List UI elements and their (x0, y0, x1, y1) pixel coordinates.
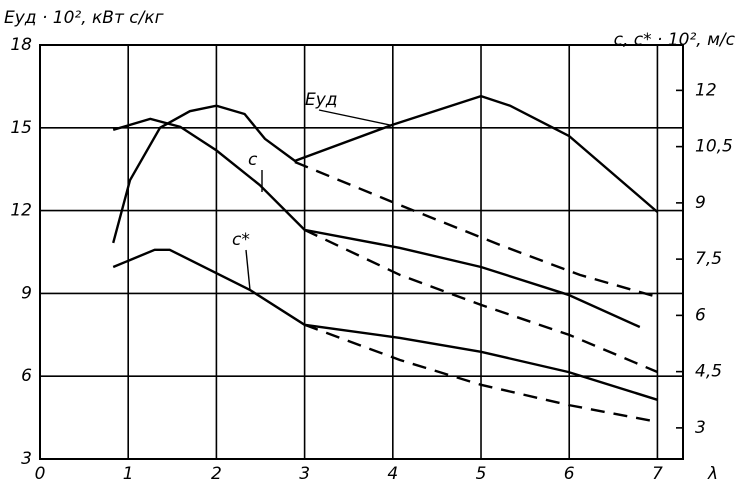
dashed-curve (304, 228, 658, 374)
x-axis-title: λ (707, 464, 718, 484)
dashed-curve (304, 323, 658, 424)
x-tick-label: 2 (211, 464, 222, 484)
curve-label: Eуд (305, 90, 338, 110)
x-tick-label: 6 (564, 464, 575, 484)
curve-label: c* (232, 230, 250, 250)
y2-tick-label: 4,5 (695, 362, 722, 382)
plot-frame (39, 44, 684, 460)
curve (112, 94, 659, 244)
leader-line (245, 249, 251, 291)
y2-tick-label: 6 (695, 305, 706, 325)
y-tick-label: 15 (10, 118, 32, 138)
x-tick-label: 7 (652, 464, 663, 484)
x-tick-label: 1 (123, 464, 134, 484)
y2-tick-label: 9 (695, 193, 706, 213)
y-tick-label: 3 (21, 449, 32, 469)
y-tick-label: 9 (21, 283, 32, 303)
y-tick-label: 12 (10, 201, 32, 221)
y-tick-label: 18 (10, 35, 32, 55)
curve-label: c (248, 150, 258, 170)
y2-tick-label: 12 (695, 80, 717, 100)
x-tick-label: 3 (299, 464, 310, 484)
y-axis-title: Eуд · 10², кВт с/кг (4, 8, 164, 28)
x-tick-label: 4 (387, 464, 398, 484)
y2-tick-label: 3 (695, 418, 706, 438)
leader-line (318, 109, 391, 126)
curve (112, 117, 641, 329)
y2-axis-title: c, c* · 10², м/с (614, 30, 736, 50)
x-tick-label: 5 (476, 464, 487, 484)
y2-tick-label: 10,5 (695, 137, 733, 157)
y-tick-label: 6 (21, 366, 32, 386)
x-tick-label: 0 (35, 464, 46, 484)
y2-tick-label: 7,5 (695, 249, 722, 269)
dashed-curve (294, 160, 658, 299)
